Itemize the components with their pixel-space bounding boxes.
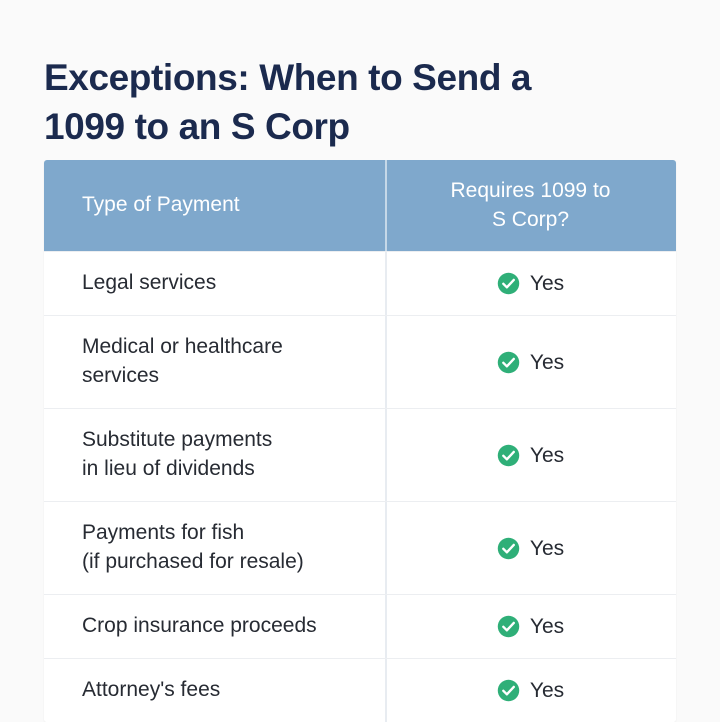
check-circle-icon [497,351,520,374]
requires-1099-value: Yes [529,350,565,374]
table-row: Medical or healthcare services Yes [44,315,676,408]
cell-requires-1099: Yes [385,409,676,501]
requires-1099-value: Yes [529,272,565,295]
requires-1099-value: Yes [529,615,565,638]
yes-value-group: Yes [497,272,564,295]
yes-value-group: Yes [497,679,564,702]
exceptions-table: Type of Payment Requires 1099 to S Corp?… [44,160,676,722]
cell-requires-1099: Yes [385,252,676,315]
check-circle-icon [497,444,520,467]
table-header-row: Type of Payment Requires 1099 to S Corp? [44,160,676,251]
cell-payment-type: Attorney's fees [82,678,221,702]
yes-value-group: Yes [497,615,564,638]
yes-value-group: Yes [497,351,564,374]
cell-requires-1099: Yes [385,502,676,594]
page-title: Exceptions: When to Send a 1099 to an S … [44,56,532,147]
table-row: Crop insurance proceeds Yes [44,594,676,658]
cell-payment-type: Medical or healthcare services [82,335,283,387]
cell-requires-1099: Yes [385,595,676,658]
table-row: Legal services Yes [44,251,676,315]
yes-value-group: Yes [497,537,564,560]
column-header-requires-1099: Requires 1099 to S Corp? [450,179,611,231]
requires-1099-value: Yes [529,679,565,702]
cell-payment-type: Legal services [82,271,217,295]
check-circle-icon [497,615,520,638]
requires-1099-value: Yes [529,443,565,467]
table-row: Attorney's fees Yes [44,658,676,722]
table-body: Legal services Yes Medical or healthcare… [44,251,676,722]
table-row: Payments for fish (if purchased for resa… [44,501,676,594]
requires-1099-value: Yes [529,536,565,560]
cell-requires-1099: Yes [385,659,676,722]
cell-payment-type: Payments for fish (if purchased for resa… [82,521,304,573]
check-circle-icon [497,537,520,560]
table-row: Substitute payments in lieu of dividends… [44,408,676,501]
yes-value-group: Yes [497,444,564,467]
cell-payment-type: Substitute payments in lieu of dividends [82,428,273,480]
column-header-type-of-payment: Type of Payment [82,193,240,217]
check-circle-icon [497,272,520,295]
cell-payment-type: Crop insurance proceeds [82,614,317,638]
check-circle-icon [497,679,520,702]
cell-requires-1099: Yes [385,316,676,408]
